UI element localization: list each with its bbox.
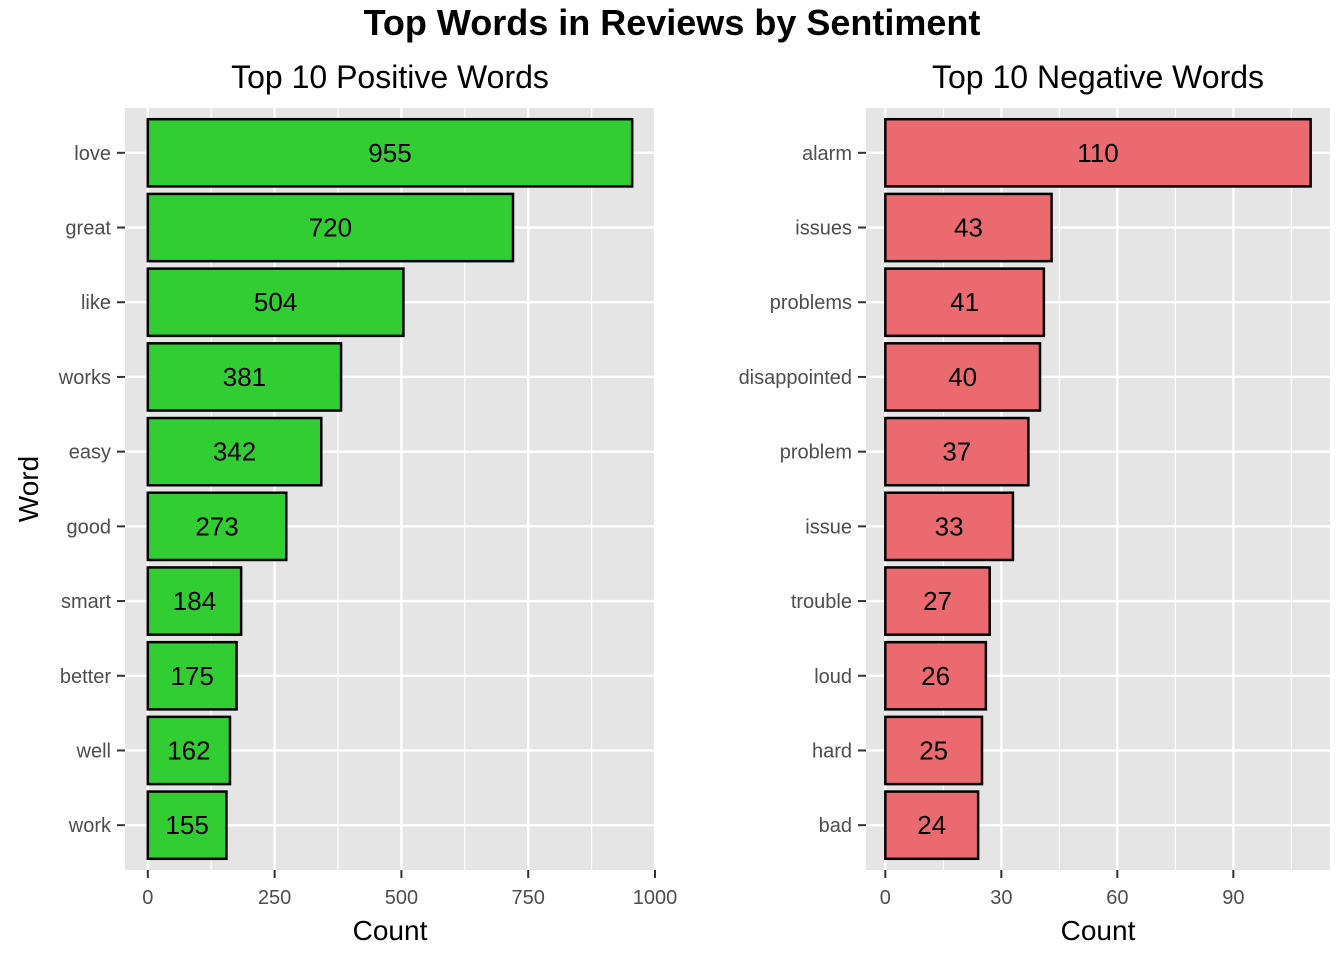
data-label: 33 bbox=[935, 511, 964, 541]
y-tick-label: alarm bbox=[802, 143, 852, 165]
bar-problems bbox=[884, 267, 1046, 338]
y-tick-label: smart bbox=[61, 591, 111, 613]
data-label: 162 bbox=[167, 735, 210, 765]
x-tick-label: 90 bbox=[1222, 887, 1244, 909]
data-label: 504 bbox=[254, 287, 297, 317]
y-tick-label: loud bbox=[814, 666, 852, 688]
y-tick-label: great bbox=[65, 218, 111, 240]
bar-works bbox=[146, 342, 343, 412]
bar-hard bbox=[884, 715, 984, 786]
data-label: 24 bbox=[917, 810, 946, 840]
y-tick-label: work bbox=[68, 815, 112, 837]
data-label: 342 bbox=[213, 437, 256, 467]
bar-smart bbox=[146, 566, 243, 636]
y-tick-label: bad bbox=[819, 815, 852, 837]
panel-title: Top 10 Positive Words bbox=[231, 59, 549, 95]
data-label: 720 bbox=[309, 213, 352, 243]
data-label: 155 bbox=[165, 810, 208, 840]
y-tick-label: works bbox=[58, 367, 111, 389]
y-axis-label: Word bbox=[13, 456, 44, 522]
data-label: 27 bbox=[923, 586, 952, 616]
y-tick-label: trouble bbox=[791, 591, 852, 613]
data-label: 955 bbox=[368, 138, 411, 168]
y-tick-label: well bbox=[76, 740, 111, 762]
y-tick-label: disappointed bbox=[739, 367, 852, 389]
y-tick-label: easy bbox=[69, 442, 111, 464]
data-label: 41 bbox=[950, 287, 979, 317]
data-label: 40 bbox=[948, 362, 977, 392]
x-axis-label: Count bbox=[1061, 915, 1136, 946]
x-tick-label: 0 bbox=[142, 887, 153, 909]
x-axis-label: Count bbox=[353, 915, 428, 946]
bar-better bbox=[146, 640, 238, 711]
positive-words-chart: 955 720 504 381 342 273 184 175 162 155 love great l… bbox=[13, 59, 677, 946]
y-tick-label: love bbox=[74, 143, 111, 165]
data-label: 175 bbox=[171, 661, 214, 691]
data-label: 26 bbox=[921, 661, 950, 691]
bar-loud bbox=[884, 640, 988, 711]
y-tick-label: problems bbox=[770, 292, 852, 314]
bars-group bbox=[884, 117, 1312, 861]
data-label: 273 bbox=[195, 511, 238, 541]
bar-disappointed bbox=[884, 342, 1042, 412]
bar-love bbox=[146, 117, 634, 188]
bar-bad bbox=[884, 790, 980, 861]
y-tick-label: issues bbox=[795, 218, 852, 240]
bar-like bbox=[146, 267, 405, 338]
bar-great bbox=[146, 192, 515, 263]
x-tick-label: 1000 bbox=[633, 887, 678, 909]
data-label: 184 bbox=[173, 586, 216, 616]
bar-problem bbox=[884, 416, 1030, 487]
x-tick-label: 750 bbox=[512, 887, 545, 909]
data-label: 37 bbox=[942, 437, 971, 467]
bar-work bbox=[146, 790, 228, 861]
bar-well bbox=[146, 715, 232, 786]
bar-easy bbox=[146, 416, 323, 487]
bar-trouble bbox=[884, 566, 991, 636]
data-label: 43 bbox=[954, 213, 983, 243]
y-tick-label: problem bbox=[780, 442, 852, 464]
bars-group bbox=[146, 117, 634, 861]
bar-issues bbox=[884, 192, 1053, 263]
x-tick-label: 30 bbox=[990, 887, 1012, 909]
figure-title: Top Words in Reviews by Sentiment bbox=[363, 2, 981, 43]
y-tick-label: like bbox=[81, 292, 111, 314]
x-tick-label: 500 bbox=[385, 887, 418, 909]
x-tick-label: 60 bbox=[1106, 887, 1128, 909]
negative-words-chart: 110 43 41 40 37 33 27 26 25 24 alarm issues problems… bbox=[739, 59, 1330, 946]
y-tick-label: better bbox=[60, 666, 111, 688]
bar-alarm bbox=[884, 117, 1312, 188]
x-tick-label: 250 bbox=[258, 887, 291, 909]
bar-good bbox=[146, 491, 288, 562]
data-label: 110 bbox=[1077, 138, 1118, 168]
y-tick-label: hard bbox=[812, 740, 852, 762]
data-label: 381 bbox=[223, 362, 266, 392]
data-label: 25 bbox=[919, 735, 948, 765]
y-tick-label: issue bbox=[805, 516, 852, 538]
panel-title: Top 10 Negative Words bbox=[932, 59, 1264, 95]
x-tick-label: 0 bbox=[880, 887, 891, 909]
bar-issue bbox=[884, 491, 1015, 562]
y-tick-label: good bbox=[67, 516, 112, 538]
